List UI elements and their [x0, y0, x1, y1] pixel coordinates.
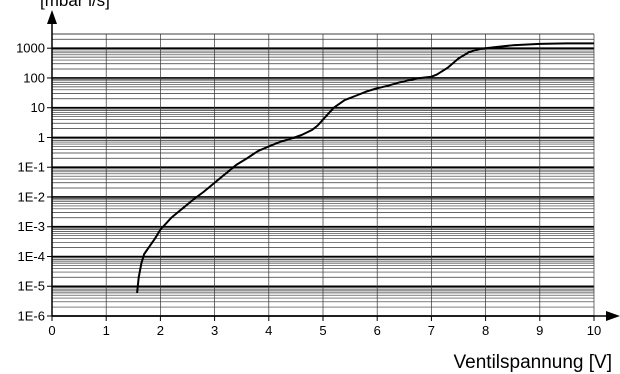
grid: [52, 33, 595, 317]
x-tick-label: 6: [374, 323, 381, 338]
x-tick-label: 1: [103, 323, 110, 338]
y-axis-label: [mbar l/s]: [40, 0, 110, 10]
x-tick-labels: 0 1 2 3 4 5 6 7 8 9 10: [48, 316, 601, 338]
x-tick-label: 7: [428, 323, 435, 338]
y-tick-label: 1000: [16, 41, 45, 56]
x-tick-label: 8: [482, 323, 489, 338]
y-tick-label: 1: [38, 130, 45, 145]
x-tick-label: 10: [587, 323, 601, 338]
x-tick-label: 0: [48, 323, 55, 338]
y-tick-label: 10: [31, 100, 45, 115]
x-axis-label: Ventilspannung [V]: [454, 352, 612, 373]
y-tick-label: 1E-1: [18, 160, 45, 175]
x-tick-label: 2: [157, 323, 164, 338]
x-tick-label: 5: [319, 323, 326, 338]
y-tick-label: 1E-5: [18, 279, 45, 294]
x-tick-label: 3: [211, 323, 218, 338]
y-tick-label: 1E-6: [18, 309, 45, 324]
x-axis: [52, 311, 620, 321]
x-tick-label: 9: [536, 323, 543, 338]
y-tick-label: 1E-2: [18, 189, 45, 204]
x-tick-label: 4: [265, 323, 272, 338]
x-axis-arrow-icon: [606, 311, 620, 321]
y-axis-arrow-icon: [47, 10, 57, 24]
y-tick-labels: 1E-6 1E-5 1E-4 1E-3 1E-2 1E-1 1 10 100 1000: [16, 41, 52, 324]
y-tick-label: 1E-4: [18, 249, 45, 264]
y-tick-label: 100: [23, 70, 45, 85]
y-axis: [47, 10, 57, 316]
series-line: [136, 42, 594, 293]
y-tick-label: 1E-3: [18, 219, 45, 234]
